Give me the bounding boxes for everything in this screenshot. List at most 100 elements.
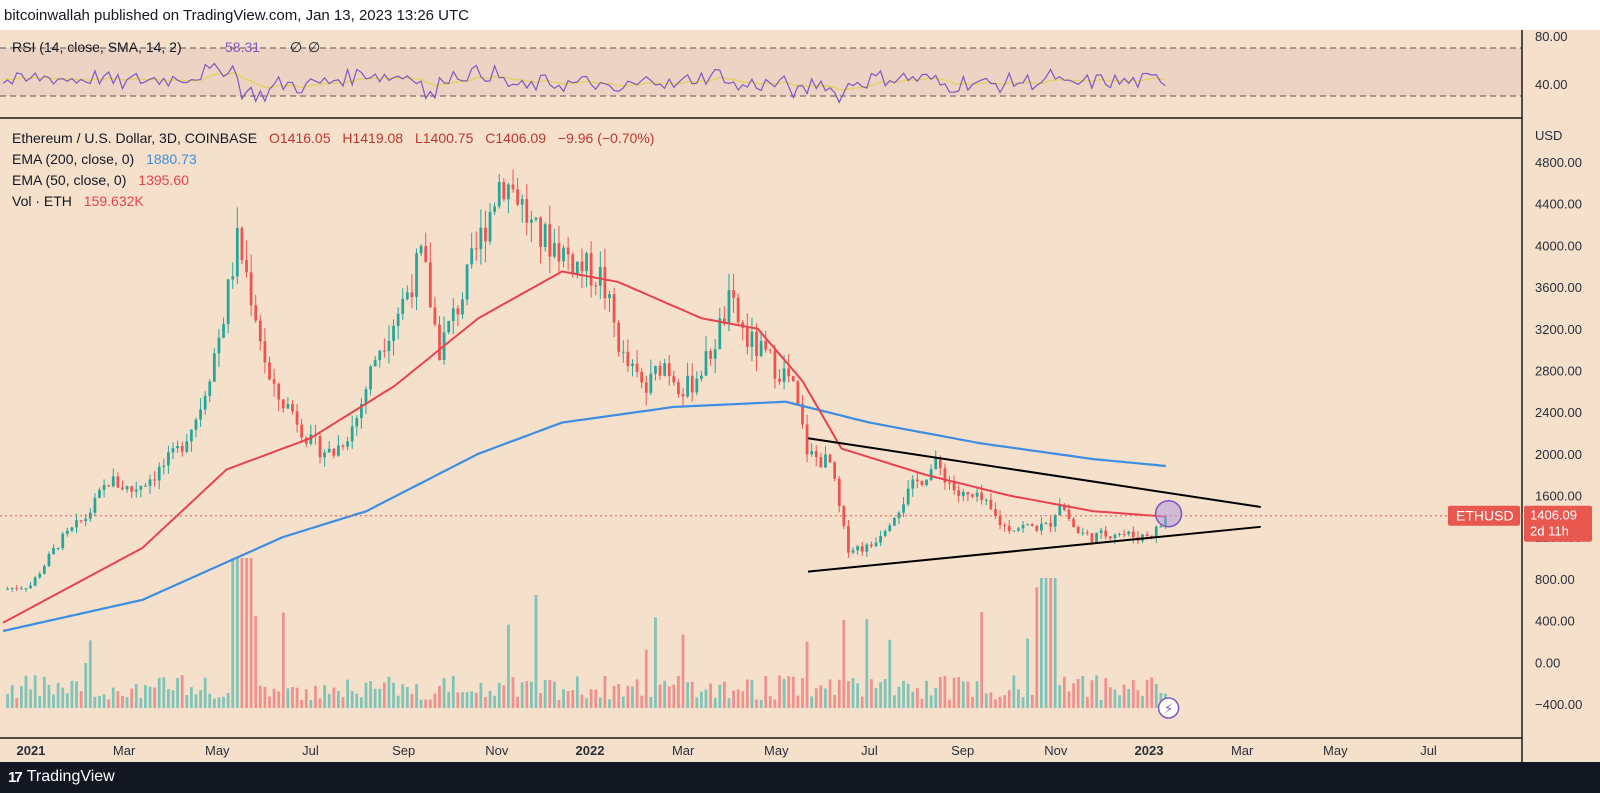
candle-body: [608, 294, 611, 299]
volume-bar: [1122, 684, 1126, 708]
volume-bar: [778, 675, 781, 708]
time-axis-ticks[interactable]: 2021 Mar May Jul Sep Nov 2022 Mar May Jul Sep Nov 20…: [16, 743, 1436, 758]
trendlines[interactable]: [807, 437, 1261, 573]
candle-body: [286, 404, 290, 409]
volume-bar: [851, 677, 855, 708]
volume-bar: [470, 691, 474, 708]
candle-body: [520, 199, 524, 205]
candle-body: [42, 565, 46, 574]
volume-bar: [1072, 683, 1075, 708]
candle-body: [75, 520, 78, 528]
volume-bar: [631, 686, 634, 708]
tradingview-logo[interactable]: 17 TradingView: [8, 768, 115, 786]
candle-body: [971, 494, 974, 497]
volume-bar: [589, 689, 593, 708]
volume-bar: [984, 693, 988, 708]
volume-bar: [654, 617, 657, 708]
rsi-extra-1: ∅: [290, 39, 302, 55]
candle-body: [15, 587, 19, 589]
volume-bar: [948, 699, 951, 708]
volume-bar: [405, 687, 409, 708]
candle-body: [125, 486, 129, 490]
candle-body: [892, 518, 896, 526]
chart-canvas[interactable]: ⚡ RSI (14, close, SMA, 14, 2) 58.31 ∅ ∅ …: [0, 30, 1600, 762]
candle-body: [369, 366, 372, 390]
volume-bar: [879, 682, 882, 708]
volume-bar: [1021, 697, 1025, 708]
candle-body: [1044, 522, 1048, 524]
candle-body: [847, 525, 850, 553]
candle-body: [116, 476, 120, 488]
volume-bar: [773, 699, 777, 708]
candle-body: [263, 341, 267, 363]
candle-body: [70, 527, 74, 531]
candle-body: [796, 381, 800, 405]
volume-bar: [360, 697, 363, 708]
volume-bar: [488, 690, 492, 708]
candle-body: [364, 389, 368, 404]
price-tick: 3200.00: [1535, 322, 1582, 337]
rsi-value: 58.31: [225, 39, 260, 55]
volume-bar: [934, 688, 938, 708]
candle-body: [870, 544, 873, 546]
candle-body: [975, 492, 979, 497]
time-tick: Jul: [302, 743, 319, 758]
volume-bar: [892, 695, 896, 708]
candle-body: [635, 363, 639, 372]
volume-bar: [1017, 689, 1020, 708]
volume-bar: [1003, 695, 1007, 708]
candle-body: [405, 292, 409, 299]
volume-bar: [603, 675, 607, 708]
candle-body: [295, 411, 299, 425]
volume-bar: [695, 697, 699, 708]
ema50-line: [2, 270, 1166, 624]
volume-bar: [93, 696, 97, 708]
candle-body: [1007, 525, 1011, 532]
candle-body: [677, 382, 680, 395]
volume-bar: [139, 697, 143, 708]
candle-body: [148, 479, 152, 486]
candle-body: [902, 504, 905, 513]
volume-bar: [125, 697, 129, 708]
candle-body: [1076, 527, 1080, 534]
candle-body: [268, 362, 271, 380]
candle-body: [323, 452, 327, 458]
candle-body: [828, 454, 832, 463]
volume-bar: [61, 687, 65, 708]
candle-body: [1017, 528, 1020, 531]
candle-body: [690, 375, 694, 393]
candle-body: [212, 353, 216, 382]
candle-body: [814, 451, 818, 458]
volume-bar: [571, 690, 575, 708]
alert-bolt-icon[interactable]: ⚡: [1157, 697, 1180, 719]
candle-body: [341, 445, 345, 447]
candle-body: [235, 227, 239, 277]
volume-bar: [401, 684, 405, 708]
volume-bar: [1067, 691, 1071, 708]
volume-bar: [1104, 677, 1108, 708]
candle-body: [911, 479, 915, 489]
volume-bar: [975, 681, 979, 708]
candle-body: [585, 253, 588, 272]
candle-body: [943, 468, 947, 483]
volume-bar: [346, 679, 349, 708]
price-tick: 800.00: [1535, 572, 1575, 587]
volume-bar: [419, 699, 423, 708]
candle-body: [621, 351, 625, 353]
volume-bar: [700, 691, 703, 708]
candle-body: [134, 489, 138, 492]
candle-body: [755, 331, 758, 357]
volume-bar: [1118, 695, 1121, 708]
rsi-axis-40: 40.00: [1535, 77, 1568, 92]
volume-bar: [902, 680, 905, 708]
candle-body: [332, 448, 336, 456]
footer-brand: TradingView: [26, 768, 115, 785]
candle-body: [226, 279, 230, 325]
volume-bar: [759, 699, 763, 708]
volume-bar: [190, 687, 193, 708]
volume-bar: [640, 695, 644, 708]
volume-bar: [88, 640, 92, 708]
volume-bar: [263, 686, 267, 708]
candle-body: [791, 376, 795, 382]
volume-bar: [819, 685, 823, 708]
